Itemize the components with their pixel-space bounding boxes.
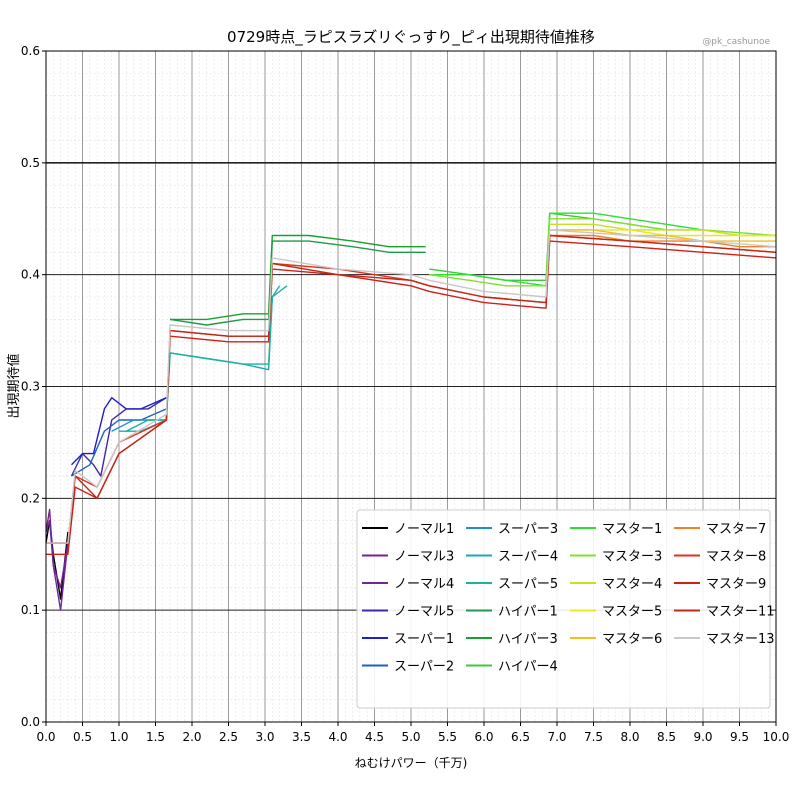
x-tick-label: 7.0 bbox=[547, 730, 566, 744]
x-tick-label: 4.5 bbox=[365, 730, 384, 744]
legend-label: ノーマル4 bbox=[394, 577, 454, 592]
series-line bbox=[71, 397, 167, 466]
series-line bbox=[549, 229, 776, 242]
x-tick-label: 9.0 bbox=[693, 730, 712, 744]
legend-label: マスター11 bbox=[706, 605, 775, 620]
x-tick-label: 2.0 bbox=[182, 730, 201, 744]
legend-label: マスター7 bbox=[706, 522, 766, 537]
series-line bbox=[45, 520, 69, 611]
x-tick-label: 1.5 bbox=[146, 730, 165, 744]
y-tick-label: 0.1 bbox=[21, 603, 40, 617]
legend-label: ノーマル1 bbox=[394, 522, 454, 537]
x-tick-label: 7.5 bbox=[584, 730, 603, 744]
legend-label: スーパー3 bbox=[498, 522, 558, 537]
x-tick-label: 8.0 bbox=[620, 730, 639, 744]
series-line bbox=[170, 234, 426, 321]
y-tick-label: 0.3 bbox=[21, 380, 40, 394]
x-tick-label: 6.0 bbox=[474, 730, 493, 744]
x-tick-label: 8.5 bbox=[657, 730, 676, 744]
legend-label: スーパー2 bbox=[394, 660, 454, 675]
legend-label: マスター8 bbox=[706, 550, 766, 565]
legend-label: ノーマル3 bbox=[394, 550, 454, 565]
watermark-text: @pk_cashunoe bbox=[702, 37, 770, 47]
x-tick-label: 3.0 bbox=[255, 730, 274, 744]
y-tick-label: 0.2 bbox=[21, 491, 40, 505]
x-tick-label: 0.5 bbox=[73, 730, 92, 744]
legend-label: マスター9 bbox=[706, 577, 766, 592]
x-axis-label: ねむけパワー（千万) bbox=[355, 756, 468, 770]
series-line bbox=[71, 408, 167, 477]
x-tick-label: 9.5 bbox=[730, 730, 749, 744]
x-tick-label: 2.5 bbox=[219, 730, 238, 744]
series-group bbox=[45, 212, 777, 611]
legend-label: マスター1 bbox=[602, 522, 662, 537]
x-tick-label: 3.5 bbox=[292, 730, 311, 744]
series-line bbox=[70, 397, 167, 477]
legend: ノーマル1 ノーマル3 ノーマル4 ノーマル5 スーパー1 スーパー2 スーパー3 スーパー4… bbox=[356, 509, 775, 709]
chart-title: 0729時点_ラピスラズリぐっすり_ピィ出現期待値推移 bbox=[227, 28, 595, 47]
x-tick-label: 0.0 bbox=[36, 730, 55, 744]
legend-label: スーパー1 bbox=[394, 632, 454, 647]
series-line bbox=[549, 234, 776, 248]
x-tick-label: 4.0 bbox=[328, 730, 347, 744]
series-line bbox=[429, 212, 704, 287]
legend-box bbox=[356, 509, 771, 709]
legend-label: マスター13 bbox=[706, 632, 775, 647]
y-axis-ticks: 0.0 0.1 0.2 0.3 0.4 0.5 0.6 bbox=[21, 44, 46, 729]
legend-label: ハイパー1 bbox=[498, 605, 558, 620]
x-tick-label: 6.5 bbox=[511, 730, 530, 744]
legend-label: ノーマル5 bbox=[394, 605, 454, 620]
x-axis-ticks: 0.0 0.5 1.0 1.5 2.0 2.5 3.0 3.5 4.0 4.5 5.0 5.5 6.0 6… bbox=[36, 722, 789, 744]
x-tick-label: 5.5 bbox=[438, 730, 457, 744]
legend-label: スーパー5 bbox=[498, 577, 558, 592]
x-tick-label: 5.0 bbox=[401, 730, 420, 744]
y-tick-label: 0.4 bbox=[21, 268, 40, 282]
y-tick-label: 0.0 bbox=[21, 715, 40, 729]
y-tick-label: 0.5 bbox=[21, 156, 40, 170]
legend-label: スーパー4 bbox=[498, 550, 558, 565]
series-line bbox=[46, 229, 777, 544]
x-tick-label: 10.0 bbox=[763, 730, 790, 744]
legend-label: マスター4 bbox=[602, 577, 662, 592]
legend-label: マスター5 bbox=[602, 605, 662, 620]
series-line bbox=[125, 285, 288, 432]
legend-label: ハイパー3 bbox=[498, 632, 558, 647]
y-axis-label: 出現期待値 bbox=[6, 353, 22, 418]
y-tick-label: 0.6 bbox=[21, 44, 40, 58]
x-tick-label: 1.0 bbox=[109, 730, 128, 744]
legend-label: マスター3 bbox=[602, 550, 662, 565]
legend-label: ハイパー4 bbox=[498, 660, 558, 675]
legend-label: マスター6 bbox=[602, 632, 662, 647]
